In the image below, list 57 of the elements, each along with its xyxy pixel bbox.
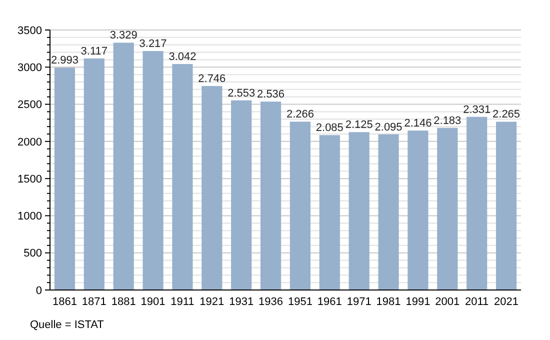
bar: [142, 51, 164, 290]
bar: [231, 100, 252, 290]
bar: [113, 42, 134, 290]
data-label: 2.536: [257, 88, 285, 101]
data-label: 2.266: [286, 108, 314, 121]
bar: [319, 135, 340, 290]
x-tick-label: 1871: [82, 296, 106, 308]
bar: [496, 122, 517, 290]
data-label: 3.217: [139, 38, 167, 50]
data-label: 2.553: [228, 87, 256, 100]
y-tick-label: 0: [36, 284, 42, 297]
bar: [408, 130, 428, 290]
x-tick-label: 1911: [170, 296, 194, 308]
bar: [378, 134, 399, 290]
bar: [172, 64, 193, 290]
x-tick-label: 2001: [435, 296, 460, 308]
y-tick-label: 3500: [18, 24, 42, 37]
y-tick-label: 1500: [18, 173, 42, 186]
y-tick-label: 1000: [18, 210, 42, 223]
x-tick-label: 1881: [111, 296, 136, 308]
y-tick-label: 3000: [18, 62, 42, 74]
x-tick-label: 1991: [406, 296, 430, 308]
bar: [84, 58, 104, 290]
bar: [260, 102, 282, 290]
data-label: 2.993: [50, 54, 78, 67]
x-tick-label: 1931: [229, 296, 254, 308]
x-tick-label: 1981: [376, 296, 401, 308]
x-tick-label: 1861: [52, 296, 77, 308]
x-tick-label: 2011: [465, 296, 489, 308]
data-label: 2.146: [404, 118, 432, 130]
data-label: 3.042: [168, 51, 196, 64]
x-tick-label: 1951: [288, 296, 312, 308]
x-tick-label: 1971: [346, 296, 372, 308]
data-label: 3.117: [80, 45, 108, 58]
x-tick-label: 1936: [258, 296, 284, 308]
x-tick-label: 2021: [494, 296, 519, 308]
y-tick-label: 2000: [18, 136, 42, 148]
data-label: 2.095: [374, 121, 402, 134]
bar: [348, 132, 370, 290]
bar: [54, 68, 76, 290]
data-label: 2.746: [198, 73, 226, 86]
x-tick-label: 1921: [200, 296, 224, 308]
data-label: 2.183: [434, 114, 462, 127]
bar: [437, 128, 458, 290]
source-note: Quelle = ISTAT: [30, 319, 104, 331]
data-label: 3.329: [110, 30, 138, 42]
data-label: 2.125: [345, 119, 373, 132]
bar: [202, 86, 222, 290]
data-label: 2.265: [492, 108, 520, 121]
x-tick-label: 1961: [317, 296, 342, 308]
y-tick-label: 500: [24, 248, 42, 260]
x-tick-label: 1901: [140, 296, 166, 308]
bar: [466, 116, 488, 290]
data-label: 2.085: [316, 122, 344, 134]
data-label: 2.331: [463, 104, 491, 116]
bar: [290, 122, 311, 290]
y-tick-label: 2500: [18, 99, 42, 112]
